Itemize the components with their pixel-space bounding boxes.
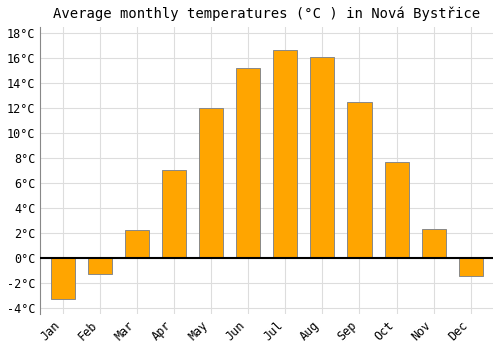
Bar bbox=[384, 162, 408, 258]
Title: Average monthly temperatures (°C ) in Nová Bystřice: Average monthly temperatures (°C ) in No… bbox=[53, 7, 480, 21]
Bar bbox=[199, 108, 223, 258]
Bar bbox=[50, 258, 74, 299]
Bar bbox=[236, 68, 260, 258]
Bar bbox=[310, 57, 334, 258]
Bar bbox=[458, 258, 483, 277]
Bar bbox=[348, 102, 372, 258]
Bar bbox=[273, 50, 297, 258]
Bar bbox=[162, 170, 186, 258]
Bar bbox=[124, 230, 149, 258]
Bar bbox=[88, 258, 112, 274]
Bar bbox=[422, 229, 446, 258]
